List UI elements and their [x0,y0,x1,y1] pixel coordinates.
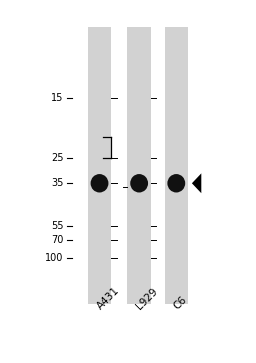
Text: 35: 35 [51,178,63,188]
Text: A431: A431 [95,285,121,311]
Ellipse shape [91,174,109,192]
Ellipse shape [130,174,148,192]
Text: 55: 55 [51,221,63,231]
Text: C6: C6 [172,294,189,311]
Text: 70: 70 [51,235,63,245]
Ellipse shape [167,174,185,192]
Text: 100: 100 [45,253,63,263]
Text: L929: L929 [135,286,160,311]
Text: 25: 25 [51,154,63,163]
Polygon shape [192,174,201,193]
Bar [88,27,111,304]
Bar [127,27,151,304]
Text: 15: 15 [51,93,63,103]
Bar [165,27,188,304]
